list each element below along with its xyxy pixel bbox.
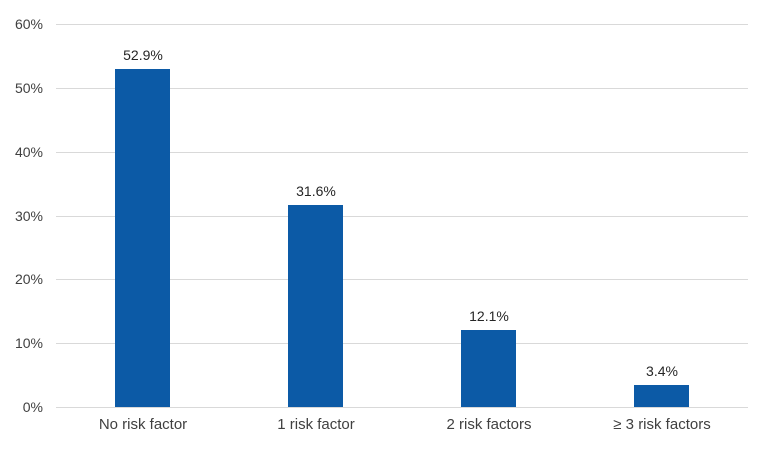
bar-value-label: 31.6% bbox=[296, 183, 336, 199]
bar-1 bbox=[115, 69, 170, 407]
bar-value-label: 3.4% bbox=[646, 363, 678, 379]
y-tick-label: 60% bbox=[14, 16, 43, 32]
bar-value-label: 52.9% bbox=[123, 47, 163, 63]
y-tick-label: 0% bbox=[22, 399, 43, 415]
bar-4 bbox=[634, 385, 689, 407]
bar-2 bbox=[288, 205, 343, 407]
y-tick-label: 50% bbox=[14, 80, 43, 96]
x-tick-label: No risk factor bbox=[98, 416, 188, 433]
y-tick-label: 20% bbox=[14, 271, 43, 287]
bar-value-label: 12.1% bbox=[469, 308, 509, 324]
y-tick-label: 30% bbox=[14, 208, 43, 224]
x-tick-label: 2 risk factors bbox=[446, 416, 532, 433]
y-tick-label: 10% bbox=[14, 335, 43, 351]
x-tick-label: ≥ 3 risk factors bbox=[613, 416, 711, 433]
y-tick-label: 40% bbox=[14, 144, 43, 160]
bar-3 bbox=[461, 330, 516, 407]
x-tick-label: 1 risk factor bbox=[277, 416, 355, 433]
